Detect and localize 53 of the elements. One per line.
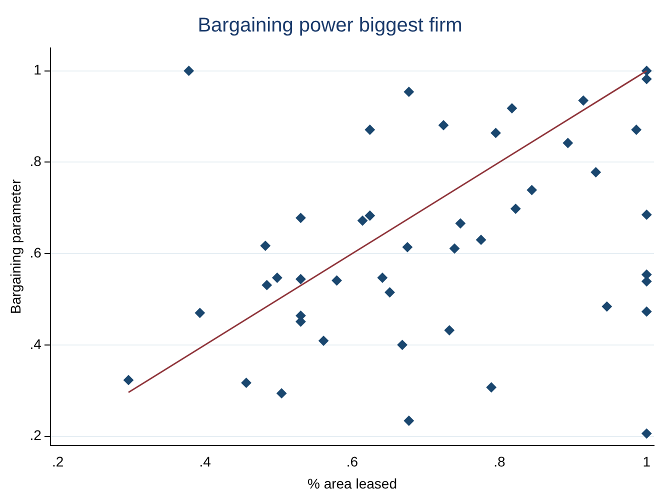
point: [318, 336, 329, 346]
point: [578, 96, 588, 106]
y-tick-label: 1: [34, 62, 42, 78]
point: [490, 128, 501, 138]
x-tick-label: 1: [642, 454, 651, 470]
x-tick-label: .4: [199, 454, 212, 470]
point: [184, 66, 194, 76]
point: [404, 86, 414, 97]
y-tick-label: .6: [30, 244, 42, 260]
point: [631, 124, 642, 135]
point: [526, 185, 537, 196]
point: [642, 306, 652, 317]
point: [455, 218, 466, 228]
point: [476, 234, 486, 245]
point: [404, 416, 414, 426]
point: [486, 382, 496, 392]
point: [332, 276, 342, 286]
point: [397, 340, 408, 350]
chart-title: Bargaining power biggest firm: [198, 14, 462, 37]
point: [450, 244, 460, 254]
point: [510, 204, 521, 214]
x-tick-label: .2: [52, 454, 64, 470]
point: [358, 216, 368, 226]
point: [506, 103, 517, 114]
point: [642, 210, 652, 220]
point: [260, 240, 270, 251]
x-tick-label: .6: [346, 454, 358, 470]
point: [377, 272, 388, 283]
x-axis-title: % area leased: [307, 475, 397, 492]
point: [123, 375, 134, 386]
y-tick-label: .8: [30, 153, 42, 170]
point: [272, 272, 282, 283]
y-tick-label: .4: [30, 336, 42, 352]
point: [444, 325, 454, 336]
point: [364, 124, 375, 135]
point: [642, 428, 652, 439]
point: [194, 308, 205, 318]
point: [296, 274, 306, 284]
point: [602, 302, 612, 312]
point: [642, 74, 652, 84]
x-tick-label: .8: [494, 454, 506, 470]
point: [364, 210, 375, 221]
point: [562, 138, 573, 148]
point: [438, 120, 449, 130]
y-tick-label: .2: [30, 427, 42, 444]
point: [402, 242, 412, 252]
point: [241, 378, 252, 388]
y-axis-title: Bargaining parameter: [7, 179, 24, 314]
point: [276, 388, 287, 398]
point: [384, 287, 395, 298]
point: [262, 280, 272, 290]
point: [590, 167, 601, 178]
point: [296, 212, 306, 223]
